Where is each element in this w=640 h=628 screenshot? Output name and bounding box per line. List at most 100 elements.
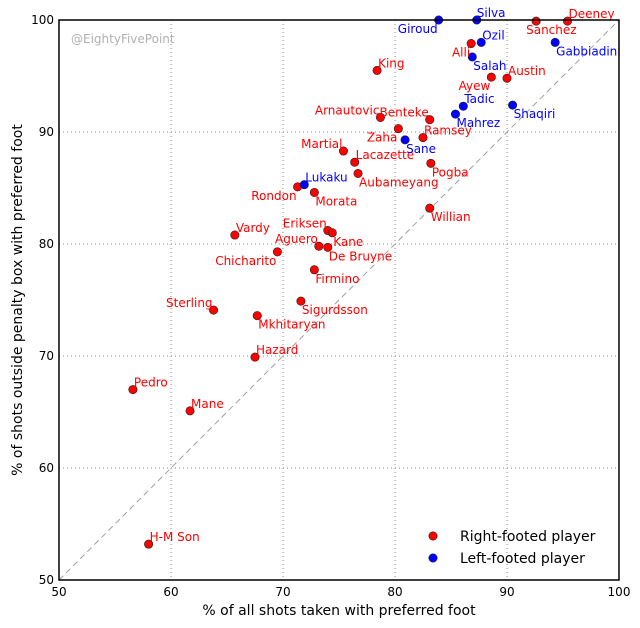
data-point-mkhitaryan (252, 311, 262, 321)
point-label: Sane (406, 142, 436, 156)
x-axis-label: % of all shots taken with preferred foot (202, 603, 476, 619)
point-label: Lacazette (356, 148, 414, 162)
data-point-de-bruyne (323, 242, 333, 252)
point-label: H-M Son (150, 530, 200, 544)
point-label: Eriksen (283, 217, 327, 231)
point-label: Salah (473, 59, 506, 73)
data-point-martial (338, 146, 348, 156)
legend-label-right: Right-footed player (460, 529, 596, 545)
point-label: Tadic (463, 92, 494, 106)
data-point-morata (309, 187, 319, 197)
point-label: Alli (452, 46, 470, 60)
data-point-sane (400, 135, 410, 145)
x-tick-label: 60 (163, 585, 178, 599)
data-point-sterling (209, 305, 219, 315)
legend-marker-right (428, 531, 438, 541)
point-label: Ozil (482, 28, 504, 42)
data-point-lukaku (299, 180, 309, 190)
reference-diagonal-line (58, 19, 620, 581)
point-label: Zaha (367, 131, 398, 145)
point-label: Shaqiri (514, 107, 556, 121)
data-point-deeney (562, 16, 572, 26)
data-point-shaqiri (508, 100, 518, 110)
y-tick-label: 50 (39, 573, 54, 587)
point-label: Ayew (459, 79, 491, 93)
point-label: Vardy (236, 221, 270, 235)
data-point-ayew (486, 72, 496, 82)
point-label: Aguero (275, 232, 318, 246)
legend: Right-footed player Left-footed player (428, 529, 596, 567)
point-label: Morata (315, 194, 357, 208)
point-label: Firmino (315, 272, 359, 286)
point-label: Sterling (166, 296, 213, 310)
data-point-aguero (314, 241, 324, 251)
data-point-pogba (426, 158, 436, 168)
x-tick-label: 80 (387, 585, 402, 599)
point-label: King (378, 56, 404, 70)
watermark: @EightyFivePoint (71, 32, 175, 46)
x-tick-label: 100 (608, 585, 631, 599)
y-tick-label: 90 (39, 125, 54, 139)
grid (59, 20, 619, 580)
data-point-mane (185, 406, 195, 416)
data-points (128, 15, 572, 549)
data-point-alli (466, 39, 476, 49)
data-point-h-m-son (144, 539, 154, 549)
data-point-tadic (458, 101, 468, 111)
point-label: Sanchez (526, 23, 576, 37)
y-tick-label: 80 (39, 237, 54, 251)
data-point-firmino (309, 265, 319, 275)
point-label: Lukaku (305, 171, 347, 185)
y-tick-label: 70 (39, 349, 54, 363)
data-point-pedro (128, 385, 138, 395)
data-point-sanchez (531, 16, 541, 26)
point-label: Silva (477, 6, 506, 20)
data-point-kane (327, 228, 337, 238)
data-point-lacazette (350, 157, 360, 167)
data-point-sigurdsson (296, 296, 306, 306)
x-tick-label: 90 (499, 585, 514, 599)
point-label: Mahrez (456, 116, 500, 130)
point-label: Austin (508, 64, 546, 78)
y-axis-label: % of shots outside penalty box with pref… (10, 124, 26, 476)
data-point-salah (467, 52, 477, 62)
legend-label-left: Left-footed player (460, 551, 585, 567)
data-point-king (372, 65, 382, 75)
point-label: Rondon (251, 189, 296, 203)
legend-marker-left (428, 553, 438, 563)
y-tick-label: 100 (31, 13, 54, 27)
data-point-benteke (425, 115, 435, 125)
data-point-ozil (476, 37, 486, 47)
x-tick-label: 70 (275, 585, 290, 599)
point-label: Benteke (380, 106, 429, 120)
point-label: Martial (301, 137, 342, 151)
point-label: Pedro (134, 376, 168, 390)
y-axis-ticks: 50 60 70 80 90 100 (31, 13, 54, 587)
data-point-ramsey (418, 133, 428, 143)
point-label: Mkhitaryan (258, 318, 325, 332)
y-tick-label: 60 (39, 461, 54, 475)
x-axis-ticks: 50 60 70 80 90 100 (51, 585, 630, 599)
data-point-aubameyang (353, 168, 363, 178)
point-label: Pogba (432, 165, 469, 179)
plot-frame (58, 19, 620, 581)
data-point-vardy (230, 230, 240, 240)
point-label: Giroud (398, 22, 438, 36)
data-point-hazard (250, 352, 260, 362)
point-label: Kane (333, 235, 363, 249)
point-labels: Deeney Sanchez Alli King Austin Ayew Arnautovi… (134, 6, 621, 544)
point-label: Sigurdsson (302, 303, 368, 317)
point-label: Gabbiadini (556, 44, 620, 58)
point-label: De Bruyne (329, 249, 392, 263)
point-label: Hazard (256, 343, 298, 357)
point-label: Willian (431, 210, 471, 224)
point-label: Arnautovic (315, 103, 380, 117)
point-label: Mane (191, 397, 224, 411)
data-point-mahrez (450, 109, 460, 119)
data-point-chicharito (272, 247, 282, 257)
x-tick-label: 50 (51, 585, 66, 599)
point-label: Deeney (568, 7, 614, 21)
data-point-zaha (393, 124, 403, 134)
point-label: Aubameyang (359, 175, 439, 189)
